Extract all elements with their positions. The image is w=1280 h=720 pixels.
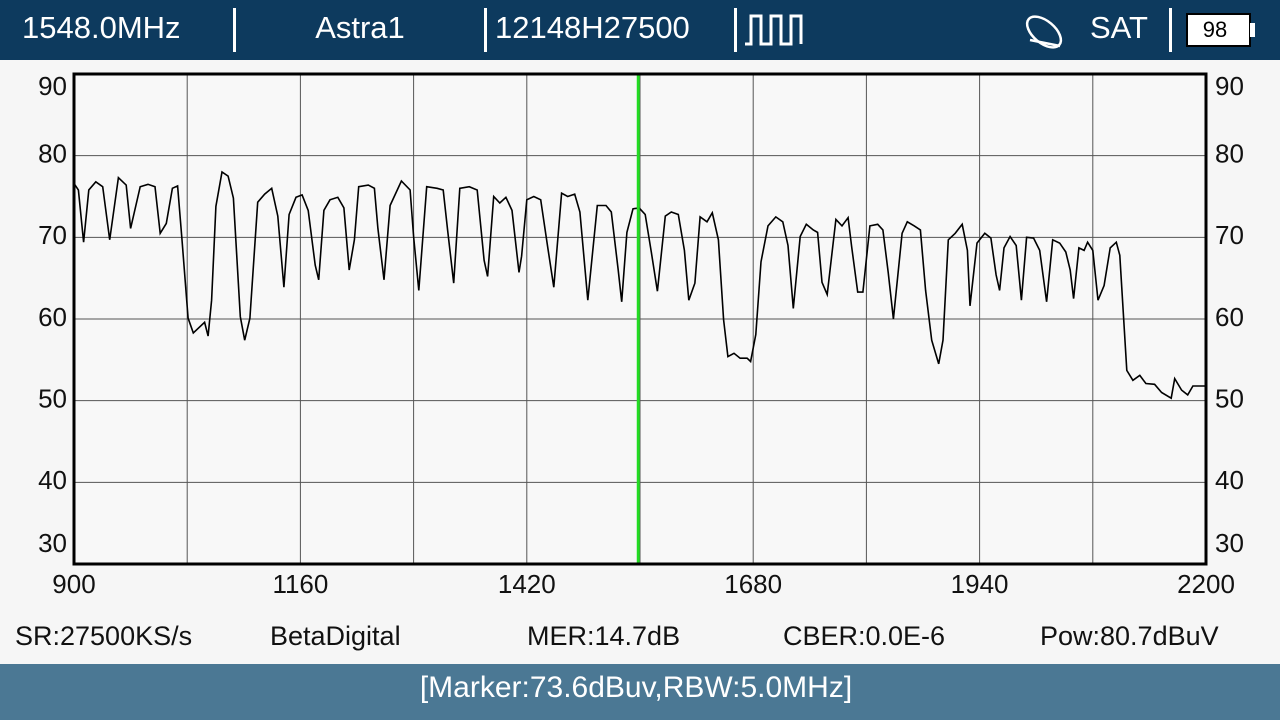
header-bar bbox=[0, 0, 1280, 60]
x-tick-label: 2200 bbox=[1177, 569, 1235, 599]
separator bbox=[233, 8, 236, 52]
y-tick-label-right: 40 bbox=[1215, 465, 1244, 495]
y-tick-label-right: 60 bbox=[1215, 302, 1244, 332]
separator bbox=[734, 8, 737, 52]
y-tick-label-right: 90 bbox=[1215, 71, 1244, 101]
y-tick-label-right: 50 bbox=[1215, 384, 1244, 414]
y-tick-label: 90 bbox=[38, 71, 67, 101]
mode: SAT bbox=[1090, 10, 1148, 45]
x-tick-label: 1160 bbox=[272, 569, 328, 599]
y-tick-label: 70 bbox=[38, 220, 67, 250]
separator bbox=[484, 8, 487, 52]
frequency: 1548.0MHz bbox=[22, 10, 181, 45]
pulse-icon bbox=[745, 14, 803, 46]
y-tick-label: 60 bbox=[38, 302, 67, 332]
x-tick-label: 900 bbox=[52, 569, 95, 599]
y-tick-label: 80 bbox=[38, 139, 67, 169]
spectrum-line bbox=[73, 170, 1206, 400]
mer: MER:14.7dB bbox=[527, 621, 680, 651]
plot: 30 30 40 40 50 50 60 60 70 70 80 80 90 90 900 1160 1420 1… bbox=[38, 71, 1244, 599]
separator bbox=[1169, 8, 1172, 52]
y-tick-label-right: 80 bbox=[1215, 139, 1244, 169]
y-tick-label: 40 bbox=[38, 465, 67, 495]
provider: BetaDigital bbox=[270, 621, 401, 651]
battery-level: 98 bbox=[1203, 17, 1227, 42]
x-tick-label: 1420 bbox=[498, 569, 556, 599]
x-tick-label: 1680 bbox=[724, 569, 782, 599]
y-tick-label-right: 70 bbox=[1215, 220, 1244, 250]
power: Pow:80.7dBuV bbox=[1040, 621, 1219, 651]
cber: CBER:0.0E-6 bbox=[783, 621, 945, 651]
y-tick-label-right: 30 bbox=[1215, 528, 1244, 558]
satellite-name: Astra1 bbox=[315, 10, 405, 45]
footer-bar bbox=[0, 664, 1280, 720]
battery-tip bbox=[1250, 23, 1255, 37]
x-tick-label: 1940 bbox=[951, 569, 1009, 599]
symbol-rate: SR:27500KS/s bbox=[15, 621, 192, 651]
y-tick-label: 30 bbox=[38, 528, 67, 558]
transponder: 12148H27500 bbox=[495, 10, 690, 45]
marker-info: [Marker:73.6dBuv,RBW:5.0MHz] bbox=[420, 671, 852, 704]
y-tick-label: 50 bbox=[38, 384, 67, 414]
plot-frame bbox=[72, 72, 1208, 566]
dish-icon bbox=[1025, 15, 1063, 49]
